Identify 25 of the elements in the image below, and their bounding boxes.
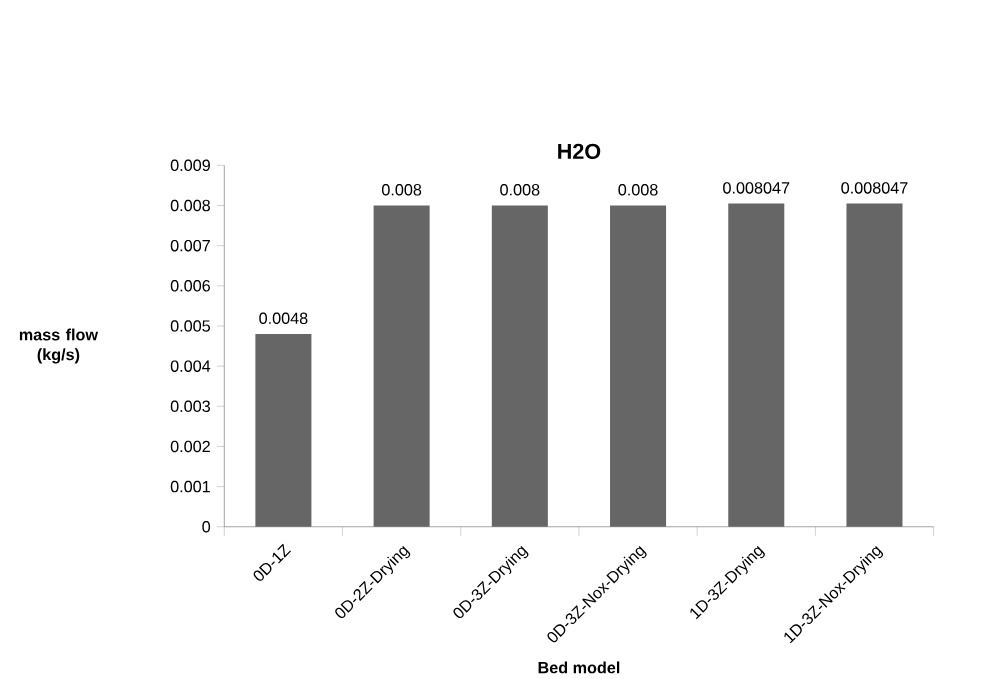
y-tick-label: 0.004 [170, 360, 211, 372]
y-tick-label: 0.006 [170, 279, 210, 292]
y-tick-label: 0.008 [170, 199, 210, 212]
bar [255, 333, 312, 527]
bar [846, 203, 903, 527]
chart-title: H2O [558, 143, 601, 159]
data-label: 0.008 [618, 183, 658, 196]
data-label: 0.008 [381, 183, 422, 196]
data-label: 0.008 [500, 183, 540, 196]
y-tick-label: 0.007 [170, 239, 210, 252]
y-tick-label: 0.001 [170, 480, 210, 493]
data-label: 0.008047 [723, 181, 790, 194]
y-tick-label: 0.009 [170, 159, 210, 171]
data-label: 0.0048 [259, 312, 308, 324]
y-tick-label: 0.003 [170, 400, 210, 412]
bar [373, 205, 430, 527]
bar [728, 203, 785, 527]
y-axis-title: mass flow (kg/s) [19, 328, 99, 364]
x-axis-title: Bed model [538, 661, 620, 674]
bar [610, 205, 667, 527]
data-label: 0.008047 [841, 181, 908, 194]
y-tick-label: 0.002 [170, 440, 210, 453]
y-tick-label: 0.005 [170, 320, 211, 332]
y-tick-label: 0 [202, 520, 211, 533]
bar [491, 205, 548, 527]
